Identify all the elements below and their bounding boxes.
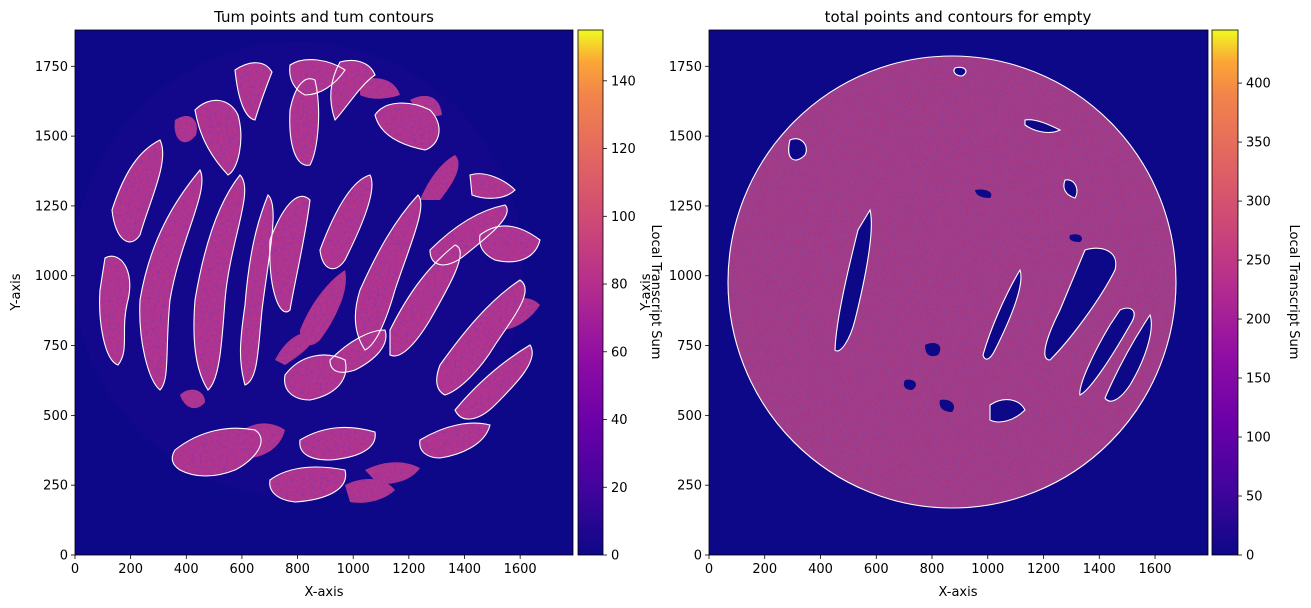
left-ylabel: Y-axis [9, 273, 24, 311]
left-x-tick-label: 1200 [392, 562, 425, 577]
left-colorbar-tick-label: 40 [611, 413, 628, 428]
right-tissue-texture [709, 30, 1208, 555]
right-y-tick-label: 750 [677, 339, 702, 354]
right-x-tick-label: 400 [808, 562, 833, 577]
left-title: Tum points and tum contours [213, 8, 434, 26]
right-colorbar-label: Local Transcript Sum [1286, 225, 1301, 360]
left-colorbar-ticks: 0 20 40 60 80 100 120 140 [603, 74, 636, 564]
right-y-tick-label: 1250 [669, 199, 702, 214]
left-x-tick-label: 600 [230, 562, 255, 577]
right-y-tick-label: 1500 [669, 130, 702, 145]
right-colorbar-tick-label: 50 [1246, 490, 1263, 505]
right-colorbar-tick-label: 150 [1246, 372, 1271, 387]
left-colorbar-tick-label: 120 [611, 142, 636, 157]
right-colorbar-tick-label: 100 [1246, 431, 1271, 446]
right-x-tick-label: 800 [920, 562, 945, 577]
right-x-tick-label: 1000 [971, 562, 1004, 577]
left-colorbar-tick-label: 0 [611, 549, 619, 564]
right-colorbar-tick-label: 0 [1246, 549, 1254, 564]
left-x-tick-label: 0 [71, 562, 79, 577]
left-colorbar-tick-label: 100 [611, 210, 636, 225]
right-y-tick-label: 250 [677, 479, 702, 494]
right-x-tick-label: 600 [864, 562, 889, 577]
left-y-tick-label: 1500 [35, 130, 68, 145]
left-contour-lines [99, 59, 541, 503]
right-contour-lines [727, 55, 1177, 509]
right-x-tick-label: 200 [752, 562, 777, 577]
left-x-tick-label: 800 [285, 562, 310, 577]
right-title: total points and contours for empty [825, 8, 1092, 26]
left-colorbar [577, 29, 604, 556]
right-xlabel: X-axis [939, 585, 978, 600]
left-colorbar-tick-label: 140 [611, 74, 636, 89]
left-colorbar-tick-label: 20 [611, 481, 628, 496]
left-xlabel: X-axis [305, 585, 344, 600]
left-y-tick-label: 500 [43, 409, 68, 424]
left-colorbar-label: Local Transcript Sum [648, 225, 663, 360]
right-x-tick-label: 1600 [1138, 562, 1171, 577]
left-x-ticks: 0 200 400 600 800 1000 1200 1400 1600 [71, 555, 537, 577]
right-colorbar-tick-label: 350 [1246, 136, 1271, 151]
left-y-tick-label: 1250 [35, 199, 68, 214]
right-y-tick-label: 1000 [669, 269, 702, 284]
left-y-tick-label: 1750 [35, 60, 68, 75]
left-y-ticks: 0 250 500 750 1000 1250 1500 1750 [35, 60, 75, 564]
right-panel: total points and contours for empty X-ax… [639, 8, 1301, 600]
left-plot-frame [74, 29, 574, 556]
left-x-tick-label: 400 [174, 562, 199, 577]
left-panel: Tum points and tum contours X-axis Y-axi… [9, 8, 663, 600]
right-colorbar-tick-label: 250 [1246, 254, 1271, 269]
left-colorbar-tick-label: 60 [611, 345, 628, 360]
left-y-tick-label: 250 [43, 479, 68, 494]
left-y-tick-label: 0 [60, 549, 68, 564]
right-colorbar [1211, 29, 1239, 556]
right-ylabel: Y-axis [639, 273, 654, 311]
right-x-tick-label: 1200 [1027, 562, 1060, 577]
right-colorbar-tick-label: 300 [1246, 195, 1271, 210]
right-x-ticks: 0 200 400 600 800 1000 1200 1400 1600 [705, 555, 1172, 577]
left-tissue-texture [75, 30, 573, 555]
right-colorbar-tick-label: 400 [1246, 77, 1271, 92]
right-y-tick-label: 0 [694, 549, 702, 564]
left-x-tick-label: 1600 [504, 562, 537, 577]
right-x-tick-label: 1400 [1083, 562, 1116, 577]
left-x-tick-label: 200 [118, 562, 143, 577]
right-y-ticks: 0 250 500 750 1000 1250 1500 1750 [669, 60, 709, 564]
left-x-tick-label: 1400 [448, 562, 481, 577]
right-colorbar-ticks: 0 50 100 150 200 250 300 350 400 [1238, 77, 1271, 564]
left-x-tick-label: 1000 [337, 562, 370, 577]
left-y-tick-label: 750 [43, 339, 68, 354]
left-colorbar-tick-label: 80 [611, 278, 628, 293]
right-x-tick-label: 0 [705, 562, 713, 577]
left-y-tick-label: 1000 [35, 269, 68, 284]
right-y-tick-label: 500 [677, 409, 702, 424]
right-colorbar-tick-label: 200 [1246, 313, 1271, 328]
right-plot-frame [708, 29, 1209, 556]
right-y-tick-label: 1750 [669, 60, 702, 75]
